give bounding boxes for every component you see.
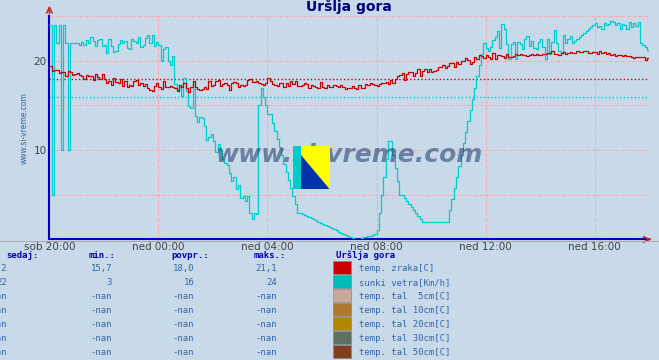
Text: Uršlja gora: Uršlja gora	[336, 251, 395, 260]
Text: -nan: -nan	[173, 334, 194, 343]
Text: temp. tal  5cm[C]: temp. tal 5cm[C]	[359, 292, 451, 301]
Text: -nan: -nan	[255, 320, 277, 329]
Text: -nan: -nan	[255, 334, 277, 343]
Text: -nan: -nan	[173, 306, 194, 315]
Bar	[333, 345, 351, 358]
Text: -nan: -nan	[255, 292, 277, 301]
Polygon shape	[293, 146, 301, 189]
Text: -nan: -nan	[173, 292, 194, 301]
Text: 20,2: 20,2	[0, 264, 7, 273]
Text: -nan: -nan	[90, 334, 112, 343]
Text: -nan: -nan	[90, 292, 112, 301]
Text: -nan: -nan	[255, 306, 277, 315]
Text: 21,1: 21,1	[255, 264, 277, 273]
Text: 16: 16	[184, 278, 194, 287]
Bar	[333, 261, 351, 274]
Text: -nan: -nan	[0, 306, 7, 315]
Text: -nan: -nan	[255, 348, 277, 357]
Text: maks.:: maks.:	[254, 251, 286, 260]
Text: temp. zraka[C]: temp. zraka[C]	[359, 264, 434, 273]
Bar	[333, 289, 351, 302]
Text: sunki vetra[Km/h]: sunki vetra[Km/h]	[359, 278, 451, 287]
Text: -nan: -nan	[90, 348, 112, 357]
Text: temp. tal 20cm[C]: temp. tal 20cm[C]	[359, 320, 451, 329]
Text: temp. tal 10cm[C]: temp. tal 10cm[C]	[359, 306, 451, 315]
Text: 24: 24	[266, 278, 277, 287]
Text: 15,7: 15,7	[90, 264, 112, 273]
Bar	[333, 275, 351, 288]
Text: -nan: -nan	[0, 320, 7, 329]
Text: -nan: -nan	[0, 292, 7, 301]
Text: min.:: min.:	[89, 251, 116, 260]
Polygon shape	[293, 146, 330, 189]
Text: 18,0: 18,0	[173, 264, 194, 273]
Text: povpr.:: povpr.:	[171, 251, 209, 260]
Text: 3: 3	[107, 278, 112, 287]
Bar	[333, 317, 351, 330]
Bar	[333, 331, 351, 344]
Text: 22: 22	[0, 278, 7, 287]
Text: -nan: -nan	[173, 320, 194, 329]
Text: -nan: -nan	[173, 348, 194, 357]
Text: -nan: -nan	[0, 334, 7, 343]
Text: www.si-vreme.com: www.si-vreme.com	[19, 92, 28, 164]
Text: -nan: -nan	[0, 348, 7, 357]
Text: temp. tal 30cm[C]: temp. tal 30cm[C]	[359, 334, 451, 343]
Title: Uršlja gora: Uršlja gora	[306, 0, 392, 14]
Bar	[333, 303, 351, 316]
Text: temp. tal 50cm[C]: temp. tal 50cm[C]	[359, 348, 451, 357]
Text: sedaj:: sedaj:	[7, 251, 39, 260]
Text: www.si-vreme.com: www.si-vreme.com	[215, 143, 483, 167]
Text: -nan: -nan	[90, 320, 112, 329]
Text: -nan: -nan	[90, 306, 112, 315]
Polygon shape	[293, 146, 330, 189]
